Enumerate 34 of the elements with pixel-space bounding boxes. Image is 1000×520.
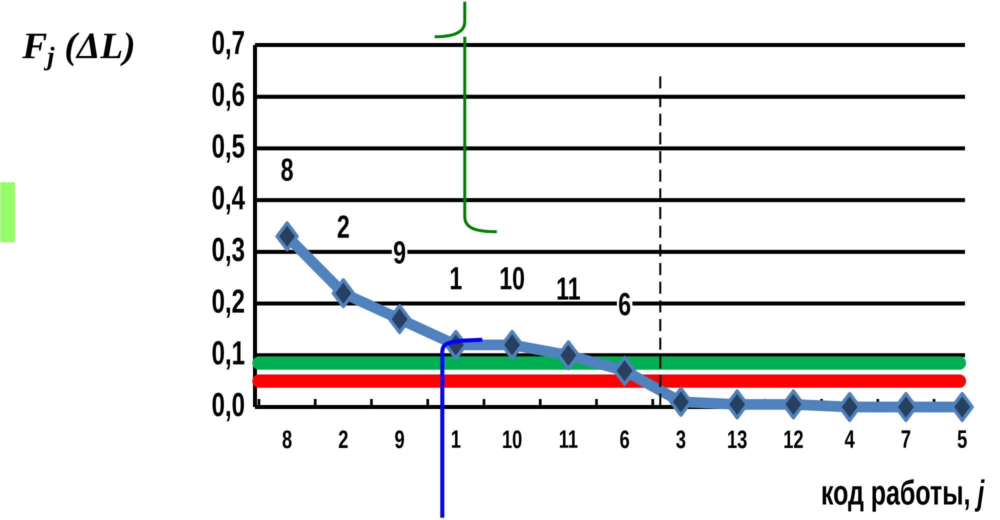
annotation: 8 <box>281 158 293 181</box>
point <box>612 356 636 386</box>
annotation: 10 <box>500 266 524 290</box>
y-tick-label: 0,4 <box>212 186 245 214</box>
x-axis-title: код работы, j <box>822 479 985 512</box>
annotation: 2 <box>338 215 349 238</box>
y-tick-label: 0,6 <box>212 82 244 111</box>
x-tick-label: 3 <box>676 430 686 448</box>
point <box>332 278 355 308</box>
y-tick-label: 0,7 <box>212 30 244 60</box>
annotation: 9 <box>394 241 406 264</box>
annotation: 6 <box>619 292 630 316</box>
x-tick-label: 13 <box>728 430 747 448</box>
x-tick-label: 5 <box>958 430 967 448</box>
x-tick-label: 7 <box>902 430 910 448</box>
x-tick-label: 2 <box>338 430 348 448</box>
y-tick-label: 0,3 <box>212 238 244 266</box>
y-tick-label: 0,5 <box>212 134 244 163</box>
x-tick-label: 10 <box>503 430 522 448</box>
x-tick-label: 9 <box>395 430 404 448</box>
annotation: 11 <box>558 278 580 300</box>
y-axis-title: F$_{j}$ (ΔL) <box>22 32 134 70</box>
x-tick-label: 11 <box>560 430 578 448</box>
x-tick-label: 8 <box>282 430 292 448</box>
x-tick-label: 6 <box>620 430 630 448</box>
point <box>275 221 299 252</box>
x-tick-label: 4 <box>844 430 855 448</box>
y-tick-label: 0,0 <box>212 392 244 422</box>
y-tick-label: 0,2 <box>212 289 244 318</box>
y-tick-label: 0,1 <box>212 341 244 370</box>
point <box>388 304 412 334</box>
annotation: 1 <box>450 267 462 290</box>
x-tick-label: 1 <box>452 430 460 448</box>
x-tick-label: 12 <box>784 430 803 448</box>
